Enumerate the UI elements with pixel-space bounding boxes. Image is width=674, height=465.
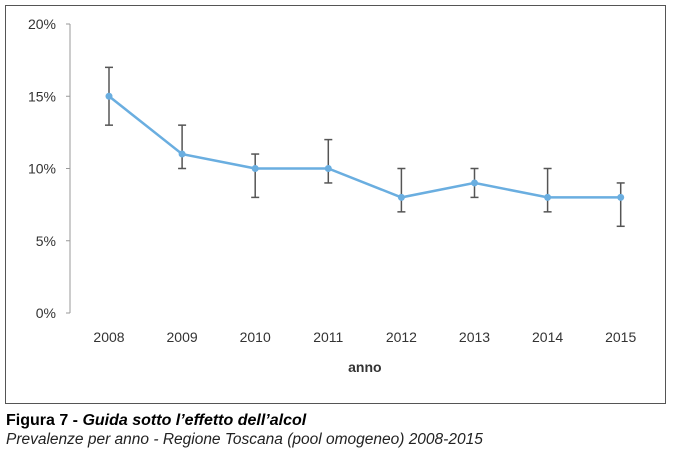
x-tick-label: 2012 — [386, 329, 417, 345]
data-point — [105, 92, 113, 100]
x-axis-label: anno — [348, 359, 381, 375]
figure-subtitle: Prevalenze per anno - Regione Toscana (p… — [6, 431, 483, 448]
x-tick-label: 2011 — [313, 329, 343, 345]
data-point — [397, 193, 405, 201]
x-tick-label: 2014 — [532, 329, 563, 345]
y-tick-label: 15% — [28, 88, 56, 104]
series-line — [108, 95, 621, 199]
x-tick-label: 2013 — [459, 329, 490, 345]
x-tick-label: 2010 — [240, 329, 271, 345]
data-point — [251, 165, 259, 172]
x-tick-label: 2015 — [605, 329, 636, 345]
x-tick-label: 2008 — [93, 329, 124, 345]
data-point — [544, 193, 552, 201]
data-point — [617, 193, 625, 201]
data-point — [324, 165, 332, 172]
y-tick-label: 5% — [36, 233, 56, 249]
chart-frame — [5, 5, 666, 404]
caption-title: Figura 7 - Guida sotto l’effetto dell’al… — [6, 412, 483, 430]
y-tick-label: 10% — [28, 161, 56, 177]
figure-title: Guida sotto l’effetto dell’alcol — [82, 412, 307, 429]
data-point — [178, 150, 186, 158]
data-point — [471, 179, 478, 187]
figure-caption: Figura 7 - Guida sotto l’effetto dell’al… — [6, 412, 483, 449]
line-chart: 0% 5% 10% 15% 20% 2008 2009 2010 2011 2012 2013 201… — [28, 16, 637, 375]
y-tick-label: 0% — [36, 305, 56, 321]
y-tick-label: 20% — [28, 16, 56, 32]
caption-separator: - — [68, 412, 83, 429]
x-tick-label: 2009 — [167, 329, 198, 345]
figure-label: Figura 7 — [6, 412, 69, 429]
